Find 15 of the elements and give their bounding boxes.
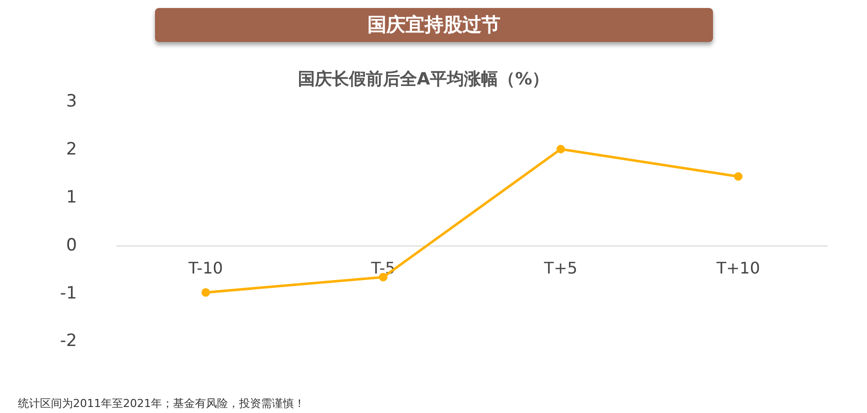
y-tick-label: -1	[60, 283, 77, 304]
chart-title: 国庆宜持股过节	[155, 8, 713, 42]
chart-subtitle: 国庆长假前后全A平均涨幅（%）	[298, 69, 550, 90]
x-tick-label: T+10	[715, 258, 760, 278]
x-tick-label: T+5	[543, 258, 578, 278]
point	[556, 144, 565, 154]
y-tick-label: 1	[66, 187, 77, 208]
point	[734, 172, 742, 181]
y-tick-label: -2	[60, 331, 77, 352]
text: 统计区间为2011年至2021年；基金有风险，投资需谨慎！	[18, 396, 305, 411]
y-tick-label: 0	[66, 235, 77, 256]
y-tick-label: 2	[66, 140, 77, 160]
y-tick-label: 3	[66, 92, 77, 112]
point	[201, 288, 210, 297]
x-tick-label: T-10	[187, 258, 223, 278]
